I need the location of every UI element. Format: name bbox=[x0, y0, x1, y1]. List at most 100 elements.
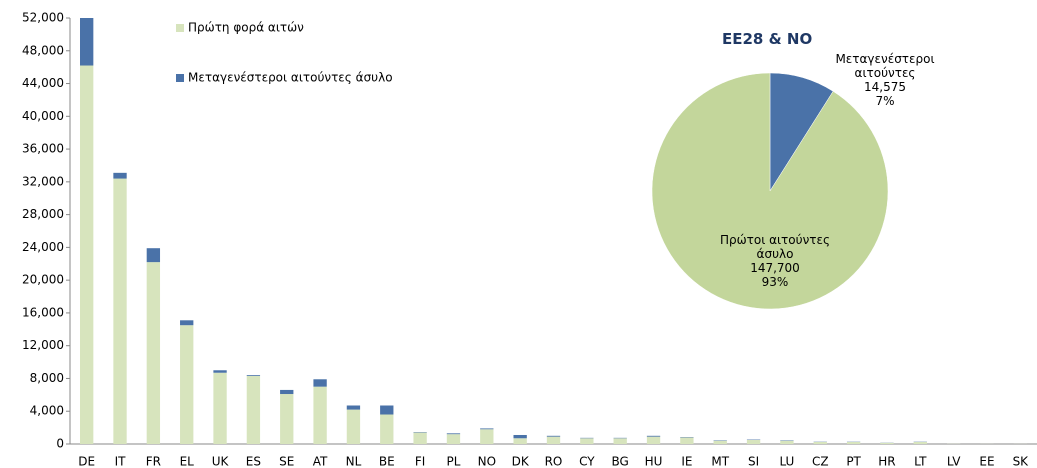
x-tick-label: DE bbox=[78, 455, 95, 468]
bar-segment bbox=[880, 442, 894, 444]
x-tick-label: RO bbox=[545, 455, 563, 468]
bar-segment bbox=[180, 325, 194, 444]
x-tick-label: IT bbox=[115, 455, 127, 468]
y-tick-label: 32,000 bbox=[22, 174, 64, 188]
bar-segment bbox=[546, 435, 561, 437]
x-tick-label: IE bbox=[681, 455, 692, 468]
y-tick-label: 4,000 bbox=[30, 404, 64, 418]
bar-segment bbox=[913, 441, 927, 444]
x-tick-label: ES bbox=[246, 455, 261, 468]
bar-segment bbox=[446, 433, 461, 435]
y-tick-label: 12,000 bbox=[22, 338, 64, 352]
bar-segment bbox=[480, 429, 494, 444]
x-tick-label: LV bbox=[947, 455, 961, 468]
bar-segment bbox=[546, 436, 561, 444]
x-tick-label: MT bbox=[711, 455, 729, 468]
bar-segment bbox=[480, 428, 494, 430]
x-tick-label: FR bbox=[146, 455, 161, 468]
bar-segment bbox=[613, 438, 627, 444]
pie-label: Μεταγενέστεροι αιτούντες 14,575 7% bbox=[810, 52, 960, 108]
x-tick-label: SI bbox=[748, 455, 759, 468]
y-tick-label: 44,000 bbox=[22, 76, 64, 90]
bar-segment bbox=[846, 441, 861, 444]
bar-segment bbox=[346, 409, 361, 444]
y-tick-label: 52,000 bbox=[22, 11, 64, 25]
pie-category: Πρώτοι αιτούντες άσυλο bbox=[719, 233, 831, 261]
x-tick-label: PT bbox=[846, 455, 861, 468]
pie-value-label: 147,700 bbox=[750, 261, 800, 275]
legend-swatch bbox=[176, 24, 184, 32]
bar-segment bbox=[213, 372, 227, 444]
x-tick-label: PL bbox=[447, 455, 461, 468]
bar-segment bbox=[113, 172, 127, 179]
pie-slice bbox=[651, 72, 889, 310]
bar-segment bbox=[813, 441, 827, 444]
x-tick-label: FI bbox=[415, 455, 425, 468]
bar-segment bbox=[213, 370, 227, 373]
x-tick-label: DK bbox=[512, 455, 530, 468]
pie-title: ΕΕ28 & NO bbox=[722, 30, 813, 48]
x-tick-label: LU bbox=[779, 455, 794, 468]
legend-label: Πρώτη φορά αιτών bbox=[188, 21, 304, 35]
bar-segment bbox=[413, 432, 427, 444]
x-tick-label: AT bbox=[313, 455, 328, 468]
bar-segment bbox=[146, 248, 161, 263]
bar-segment bbox=[280, 394, 294, 444]
pie-percent-label: 7% bbox=[875, 94, 895, 108]
y-tick-label: 48,000 bbox=[22, 43, 64, 57]
y-tick-label: 24,000 bbox=[22, 240, 64, 254]
bar-segment bbox=[146, 262, 161, 444]
y-tick-label: 28,000 bbox=[22, 207, 64, 221]
x-tick-label: EL bbox=[180, 455, 195, 468]
bar-segment bbox=[580, 438, 594, 444]
bar-segment bbox=[646, 435, 661, 437]
bar-segment bbox=[780, 440, 794, 444]
x-tick-label: SK bbox=[1013, 455, 1030, 468]
bar-segment bbox=[313, 386, 327, 444]
legend-label: Μεταγενέστεροι αιτούντες άσυλο bbox=[188, 71, 393, 85]
bar-segment bbox=[646, 436, 661, 444]
bar-segment bbox=[246, 376, 261, 444]
x-tick-label: CY bbox=[579, 455, 595, 468]
x-tick-label: NO bbox=[478, 455, 496, 468]
y-tick-label: 0 bbox=[56, 437, 64, 451]
bar-segment bbox=[746, 439, 761, 444]
y-tick-label: 20,000 bbox=[22, 273, 64, 287]
bar-segment bbox=[346, 405, 361, 410]
pie-value-label: 14,575 bbox=[864, 80, 906, 94]
x-tick-label: NL bbox=[346, 455, 362, 468]
y-tick-label: 16,000 bbox=[22, 305, 64, 319]
bar-segment bbox=[713, 440, 727, 444]
bar-segment bbox=[513, 438, 527, 444]
x-tick-label: BG bbox=[612, 455, 629, 468]
bar-segment bbox=[246, 375, 261, 377]
bar-segment bbox=[113, 178, 127, 445]
y-tick-label: 8,000 bbox=[30, 371, 64, 385]
x-tick-label: UK bbox=[212, 455, 230, 468]
x-tick-label: HU bbox=[645, 455, 663, 468]
pie-percent-label: 93% bbox=[761, 275, 789, 289]
x-tick-label: BE bbox=[379, 455, 395, 468]
bar-segment bbox=[280, 389, 294, 395]
bar-segment bbox=[80, 18, 94, 66]
x-tick-label: CZ bbox=[812, 455, 829, 468]
bar-segment bbox=[80, 65, 94, 444]
x-tick-label: LT bbox=[914, 455, 927, 468]
pie-label: Πρώτοι αιτούντες άσυλο 147,700 93% bbox=[700, 233, 850, 289]
x-tick-label: HR bbox=[878, 455, 895, 468]
y-tick-label: 36,000 bbox=[22, 142, 64, 156]
bar-segment bbox=[313, 379, 327, 387]
bar-segment bbox=[380, 405, 394, 415]
bar-segment bbox=[513, 434, 527, 439]
legend-swatch bbox=[176, 74, 184, 82]
bar-segment bbox=[180, 320, 194, 326]
x-tick-label: SE bbox=[279, 455, 294, 468]
bar-segment bbox=[680, 437, 694, 444]
pie-category: Μεταγενέστεροι αιτούντες bbox=[835, 52, 935, 80]
bar-segment bbox=[380, 414, 394, 444]
x-tick-label: EE bbox=[979, 455, 994, 468]
bar-segment bbox=[446, 434, 461, 444]
y-tick-label: 40,000 bbox=[22, 109, 64, 123]
